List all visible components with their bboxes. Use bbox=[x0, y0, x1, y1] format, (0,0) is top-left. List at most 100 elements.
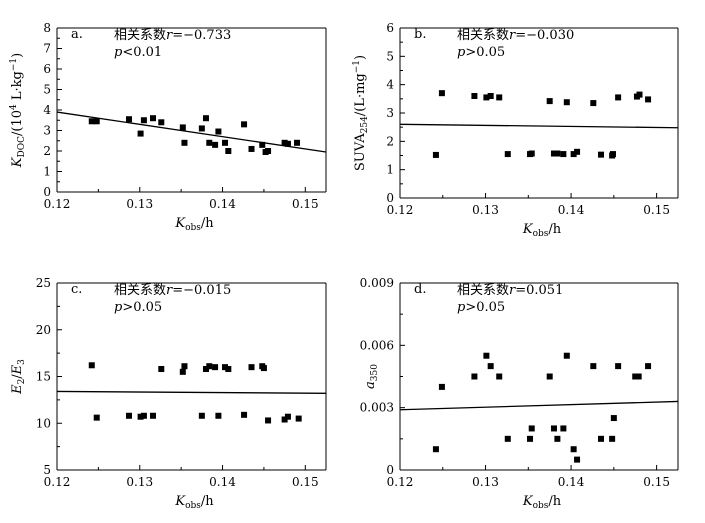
x-tick-label: 0.14 bbox=[209, 475, 236, 489]
scatter-panel-1: 0.12 0.13 0.14 0.15 0 1 2 3 4 5 6 7 8 a. 相关系数r=−0.733 p… bbox=[9, 21, 327, 233]
data-point bbox=[126, 116, 133, 123]
data-point bbox=[609, 435, 616, 442]
y-tick-label: 15 bbox=[36, 370, 51, 384]
data-point bbox=[202, 115, 209, 122]
y-tick-label: 1 bbox=[43, 165, 51, 179]
data-point bbox=[284, 413, 291, 420]
panel-letter: a. bbox=[71, 27, 83, 42]
data-point bbox=[635, 373, 642, 380]
data-point bbox=[93, 414, 100, 421]
data-point bbox=[265, 417, 272, 424]
p-value-label: p>0.05 bbox=[114, 300, 162, 315]
data-point bbox=[504, 435, 511, 442]
y-tick-label: 0 bbox=[386, 191, 394, 205]
data-point bbox=[471, 93, 478, 99]
panel-letter: c. bbox=[71, 282, 82, 297]
data-point bbox=[140, 117, 147, 124]
data-point bbox=[574, 456, 581, 463]
scatter-panel-4: 0.12 0.13 0.14 0.15 0 0.003 0.006 0.009 d. 相关系数r=… bbox=[360, 276, 679, 511]
data-point bbox=[198, 412, 205, 419]
data-point bbox=[215, 128, 222, 135]
y-axis-label: KDOC/(104 L·kg−1) bbox=[9, 53, 27, 168]
scatter-panel-2: 0.12 0.13 0.14 0.15 0 1 2 3 4 5 6 b. 相关系数r=−0.030 p>0… bbox=[352, 21, 679, 239]
data-point bbox=[550, 425, 557, 432]
data-point bbox=[590, 363, 597, 370]
data-point bbox=[560, 425, 567, 432]
data-point bbox=[438, 383, 445, 390]
y-axis-label: SUVA254/(L·mg−1) bbox=[352, 55, 370, 171]
data-point bbox=[432, 446, 439, 453]
y-tick-label: 0.003 bbox=[360, 401, 394, 415]
data-point bbox=[88, 362, 95, 369]
correlation-label: 相关系数r=0.051 bbox=[457, 283, 563, 298]
y-tick-label: 20 bbox=[36, 323, 51, 337]
x-tick-label: 0.12 bbox=[387, 475, 414, 489]
data-point bbox=[281, 139, 288, 146]
data-point bbox=[598, 435, 605, 442]
p-value-label: p>0.05 bbox=[457, 300, 505, 315]
data-point bbox=[546, 98, 553, 105]
data-point bbox=[483, 352, 490, 359]
regression-line bbox=[399, 400, 679, 411]
y-axis-label: E2/E3 bbox=[10, 359, 27, 395]
data-point bbox=[126, 412, 133, 419]
data-point bbox=[560, 151, 567, 158]
y-tick-label: 0 bbox=[43, 185, 51, 199]
y-tick-label: 25 bbox=[36, 276, 51, 290]
y-tick-label: 5 bbox=[386, 49, 394, 63]
data-point bbox=[432, 151, 439, 158]
data-point bbox=[610, 415, 617, 422]
y-tick-label: 6 bbox=[386, 21, 394, 35]
data-point bbox=[212, 141, 219, 148]
data-point bbox=[158, 119, 165, 126]
y-tick-label: 0 bbox=[386, 463, 394, 477]
data-point bbox=[487, 363, 494, 370]
x-tick-label: 0.13 bbox=[126, 475, 153, 489]
data-point bbox=[471, 373, 478, 380]
x-tick-label: 0.15 bbox=[643, 203, 670, 217]
data-point bbox=[563, 352, 570, 359]
data-point bbox=[615, 363, 622, 370]
data-point bbox=[212, 364, 219, 371]
y-tick-label: 0.006 bbox=[360, 338, 394, 352]
y-tick-label: 6 bbox=[43, 62, 51, 76]
y-tick-label: 7 bbox=[43, 42, 51, 56]
data-point bbox=[645, 363, 652, 370]
data-point bbox=[241, 121, 248, 128]
correlation-label: 相关系数r=−0.015 bbox=[114, 283, 231, 298]
data-point bbox=[496, 94, 503, 101]
y-tick-label: 8 bbox=[43, 21, 51, 35]
data-point bbox=[225, 366, 232, 373]
correlation-label: 相关系数r=−0.030 bbox=[457, 28, 574, 43]
x-tick-label: 0.14 bbox=[558, 475, 585, 489]
data-point bbox=[222, 364, 229, 371]
scatter-panel-3: 0.12 0.13 0.14 0.15 5 10 15 20 25 c. 相关系数r=−0.015 p… bbox=[10, 276, 327, 511]
x-tick-label: 0.13 bbox=[472, 475, 499, 489]
data-point bbox=[260, 365, 267, 372]
data-point bbox=[554, 435, 561, 442]
x-axis-label: Kobs/h bbox=[522, 222, 562, 239]
data-point bbox=[150, 115, 157, 122]
data-point bbox=[259, 141, 266, 148]
p-value-label: p>0.05 bbox=[457, 45, 505, 60]
x-tick-label: 0.13 bbox=[126, 197, 153, 211]
data-point bbox=[528, 425, 535, 432]
x-tick-label: 0.12 bbox=[44, 475, 71, 489]
data-point bbox=[609, 151, 616, 158]
regression-line bbox=[56, 390, 327, 394]
data-point bbox=[570, 446, 577, 453]
data-point bbox=[248, 145, 255, 152]
regression-line bbox=[399, 123, 679, 129]
data-point bbox=[590, 100, 597, 107]
data-point bbox=[137, 130, 144, 137]
y-tick-label: 4 bbox=[43, 103, 51, 117]
y-tick-label: 3 bbox=[386, 106, 394, 120]
data-point bbox=[206, 363, 213, 370]
y-tick-label: 3 bbox=[43, 124, 51, 138]
data-point bbox=[438, 90, 445, 97]
x-tick-label: 0.15 bbox=[292, 197, 319, 211]
y-tick-label: 1 bbox=[386, 163, 394, 177]
data-point bbox=[574, 148, 581, 155]
data-point bbox=[528, 150, 535, 157]
